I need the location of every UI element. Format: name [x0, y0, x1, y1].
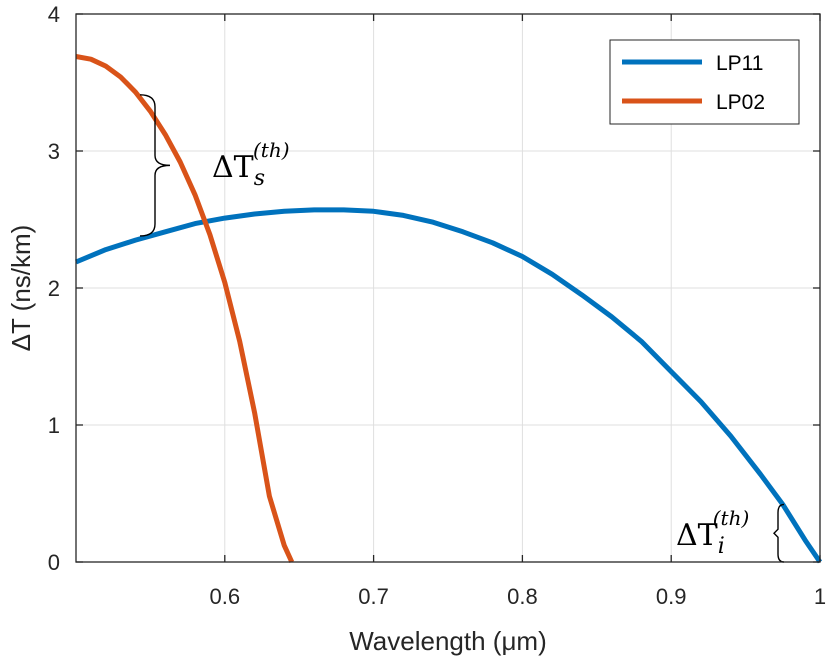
legend-label-lp02: LP02: [716, 91, 765, 114]
annotation-delta-ts-subscript: s: [254, 166, 265, 191]
x-axis-label: Wavelength (μm): [349, 626, 547, 656]
annotation-layer: ΔTs(th)ΔTi(th): [139, 94, 785, 563]
legend: LP11 LP02: [609, 39, 800, 125]
y-tick-label: 4: [48, 2, 60, 27]
x-tick-label: 0.7: [358, 584, 389, 609]
y-tick-label: 2: [48, 276, 60, 301]
series-line-lp02: [75, 54, 295, 564]
annotation-delta-ti-base: ΔT: [676, 518, 718, 553]
annotation-delta-ts-base: ΔT: [212, 150, 254, 185]
brace-delta-ts: [139, 94, 171, 237]
y-tick-label: 0: [48, 550, 60, 575]
y-axis-label: ΔT (ns/km): [6, 225, 36, 352]
annotation-delta-ts-superscript: (th): [253, 138, 290, 162]
legend-label-lp11: LP11: [716, 52, 764, 75]
x-tick-label: 0.9: [656, 584, 687, 609]
y-tick-label: 1: [48, 413, 60, 438]
legend-box: [609, 39, 800, 125]
annotation-delta-ti-superscript: (th): [713, 506, 750, 530]
tick-layer: 0.6 0.7 0.8 0.9 1 0 1 2 3 4: [48, 2, 826, 609]
annotation-delta-ti-subscript: i: [718, 534, 725, 559]
series-layer: [75, 54, 823, 564]
x-tick-label: 0.6: [210, 584, 241, 609]
y-tick-label: 3: [48, 139, 60, 164]
x-tick-label: 1: [814, 584, 826, 609]
x-tick-label: 0.8: [507, 584, 538, 609]
annotation-delta-ti: ΔTi (th): [676, 506, 749, 559]
brace-delta-ti: [773, 503, 785, 563]
annotation-delta-ts: ΔTs (th): [212, 138, 290, 191]
